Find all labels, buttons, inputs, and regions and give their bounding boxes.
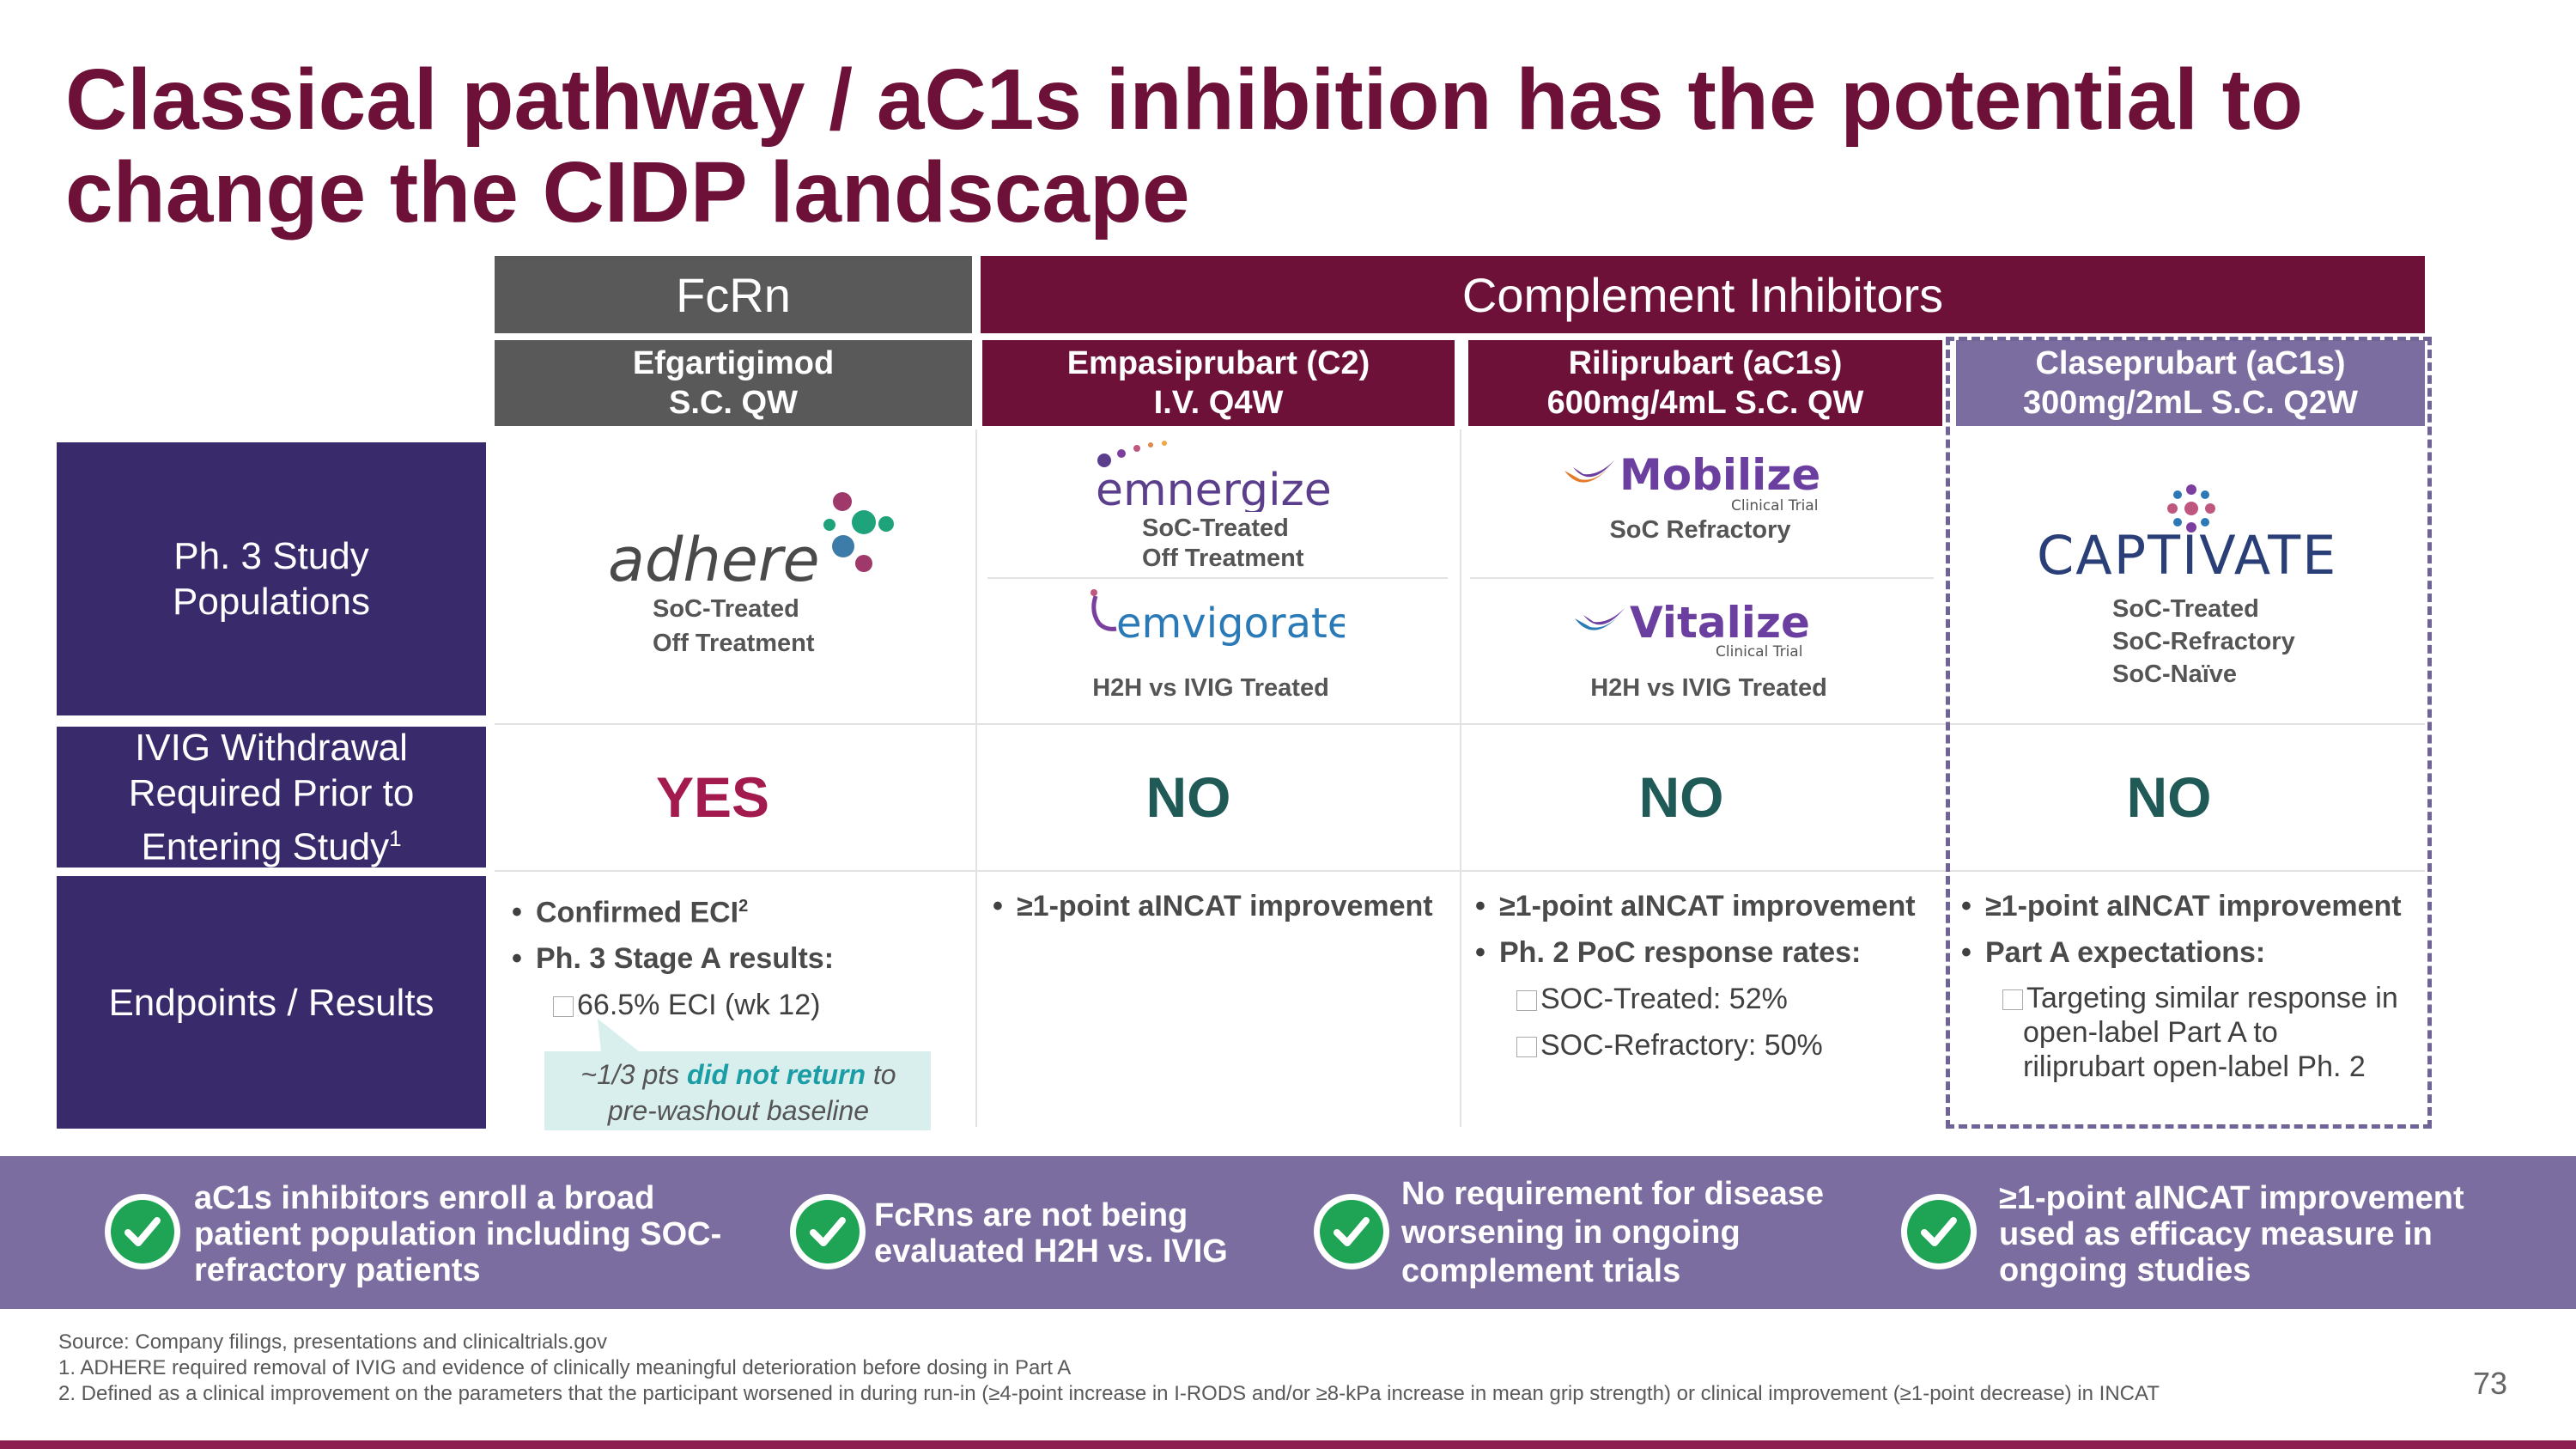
endpoints-riliprubart: • ≥1-point aINCAT improvement • Ph. 2 PoC … bbox=[1475, 883, 1943, 1068]
takeaway-text: aC1s inhibitors enroll a broad patient po… bbox=[194, 1180, 722, 1288]
emnergize-logo-icon: emnergize bbox=[1096, 441, 1332, 512]
list-item: • ≥1-point aINCAT improvement bbox=[1475, 890, 1916, 922]
footnote-2: 2. Defined as a clinical improvement on … bbox=[58, 1382, 2160, 1405]
column-regimen: I.V. Q4W bbox=[1153, 385, 1284, 421]
mobilize-caption: SoC Refractory bbox=[1609, 516, 1791, 544]
captivate-caption: SoC-Treated SoC-Refractory SoC-Naïve bbox=[2112, 595, 2295, 688]
emvigorate-logo-text: emvigorate bbox=[1116, 600, 1345, 648]
takeaway-text: FcRns are not being evaluated H2H vs. IVI… bbox=[874, 1197, 1228, 1269]
captivate-logo-text: CAPTIVATE bbox=[2037, 524, 2338, 587]
emnergize-logo-text: emnergize bbox=[1096, 465, 1332, 512]
row-label-endpoints: Endpoints / Results bbox=[57, 876, 486, 1129]
fcrn-group-header: FcRn bbox=[495, 256, 972, 333]
emvigorate-logo-icon: emvigorate bbox=[1091, 589, 1345, 648]
cell-divider bbox=[1470, 577, 1934, 579]
takeaway-text: No requirement for disease worsening in o… bbox=[1401, 1176, 1825, 1289]
adhere-logo-text: adhere bbox=[608, 525, 820, 589]
row-label-populations: Ph. 3 Study Populations bbox=[57, 442, 486, 715]
callout-text: ~1/3 pts did not return to pre-washout b… bbox=[550, 1056, 927, 1129]
check-icon bbox=[1314, 1194, 1389, 1269]
row-label-text: Endpoints / Results bbox=[108, 981, 434, 1024]
claseprubart-highlight-box bbox=[1946, 337, 2432, 1129]
slide-title: Classical pathway / aC1s inhibition has … bbox=[65, 53, 2470, 239]
column-header-claseprubart: Claseprubart (aC1s) 300mg/2mL S.C. Q2W bbox=[1956, 340, 2425, 426]
row-divider bbox=[495, 870, 2425, 872]
ivig-value-efgartigimod: YES bbox=[655, 765, 770, 829]
title-line-1: Classical pathway / aC1s inhibition has … bbox=[65, 52, 2304, 148]
mobilize-logo-text: Mobilize bbox=[1619, 450, 1819, 500]
list-subitem: Targeting similar response in open-label… bbox=[1961, 981, 2429, 1084]
key-takeaways-banner bbox=[0, 1156, 2576, 1309]
list-item: • Part A expectations: bbox=[1961, 936, 2266, 969]
check-icon bbox=[1901, 1194, 1977, 1269]
row-label-text: IVIG Withdrawal Required Prior to Enteri… bbox=[128, 726, 415, 868]
endpoints-efgartigimod: • Confirmed ECI2 • Ph. 3 Stage A results: … bbox=[512, 883, 967, 1028]
vitalize-logo-icon: Vitalize Clinical Trial bbox=[1575, 598, 1810, 661]
column-header-efgartigimod: Efgartigimod S.C. QW bbox=[495, 340, 972, 426]
column-name: Claseprubart (aC1s) bbox=[2035, 345, 2346, 381]
column-regimen: 300mg/2mL S.C. Q2W bbox=[2023, 385, 2358, 421]
vitalize-logo-subtext: Clinical Trial bbox=[1716, 643, 1802, 661]
callout-line-2: pre-washout baseline bbox=[607, 1095, 870, 1126]
column-header-riliprubart: Riliprubart (aC1s) 600mg/4mL S.C. QW bbox=[1468, 340, 1942, 426]
complement-group-header: Complement Inhibitors bbox=[981, 256, 2425, 333]
list-item: • Confirmed ECI2 bbox=[512, 896, 749, 929]
endpoints-claseprubart: • ≥1-point aINCAT improvement • Part A exp… bbox=[1961, 883, 2429, 1084]
column-name: Empasiprubart (C2) bbox=[1066, 345, 1370, 381]
row-label-ivig: IVIG Withdrawal Required Prior to Enteri… bbox=[57, 727, 486, 868]
bottom-accent-bar bbox=[0, 1440, 2576, 1449]
check-icon bbox=[790, 1194, 866, 1269]
emvigorate-caption: H2H vs IVIG Treated bbox=[1092, 674, 1329, 702]
ivig-value-empasiprubart: NO bbox=[1145, 765, 1231, 829]
row-divider bbox=[495, 723, 2425, 725]
list-item: • ≥1-point aINCAT improvement bbox=[993, 890, 1433, 922]
title-line-2: change the CIDP landscape bbox=[65, 144, 1190, 240]
captivate-emblem-icon bbox=[2167, 484, 2215, 533]
column-regimen: S.C. QW bbox=[669, 385, 798, 421]
check-icon bbox=[105, 1194, 180, 1269]
page-number: 73 bbox=[2473, 1366, 2508, 1401]
adhere-caption: SoC-Treated Off Treatment bbox=[653, 595, 815, 657]
column-divider bbox=[1460, 429, 1461, 1127]
callout-line-1: ~1/3 pts did not return to bbox=[580, 1059, 896, 1090]
list-subitem: SOC-Treated: 52% bbox=[1475, 976, 1943, 1022]
ivig-value-claseprubart: NO bbox=[2126, 765, 2212, 829]
column-header-empasiprubart: Empasiprubart (C2) I.V. Q4W bbox=[982, 340, 1455, 426]
column-divider bbox=[975, 429, 977, 1127]
ivig-value-riliprubart: NO bbox=[1638, 765, 1724, 829]
mobilize-logo-subtext: Clinical Trial bbox=[1731, 497, 1818, 514]
column-name: Riliprubart (aC1s) bbox=[1568, 345, 1843, 381]
column-name: Efgartigimod bbox=[632, 345, 835, 381]
list-item: • Ph. 2 PoC response rates: bbox=[1475, 936, 1862, 969]
mobilize-logo-icon: Mobilize Clinical Trial bbox=[1564, 450, 1819, 514]
emnergize-caption: SoC-Treated Off Treatment bbox=[1142, 514, 1304, 572]
cell-divider bbox=[987, 577, 1448, 579]
list-item: • Ph. 3 Stage A results: bbox=[512, 942, 835, 976]
list-subitem: SOC-Refractory: 50% bbox=[1475, 1022, 1943, 1068]
adhere-logo-icon: adhere bbox=[608, 492, 894, 589]
column-regimen: 600mg/4mL S.C. QW bbox=[1546, 385, 1864, 421]
vitalize-caption: H2H vs IVIG Treated bbox=[1590, 674, 1827, 702]
list-item: • ≥1-point aINCAT improvement bbox=[1961, 890, 2402, 922]
takeaway-text: ≥1-point aINCAT improvement used as effic… bbox=[1999, 1180, 2464, 1288]
vitalize-logo-text: Vitalize bbox=[1630, 598, 1810, 648]
callout-bubble-icon bbox=[544, 1019, 931, 1130]
row-label-text: Ph. 3 Study Populations bbox=[173, 535, 370, 623]
footnote-1: 1. ADHERE required removal of IVIG and e… bbox=[58, 1356, 1072, 1379]
footnote-source: Source: Company filings, presentations a… bbox=[58, 1330, 607, 1354]
endpoints-empasiprubart: • ≥1-point aINCAT improvement bbox=[993, 883, 1456, 929]
list-subitem: 66.5% ECI (wk 12) bbox=[512, 982, 967, 1028]
